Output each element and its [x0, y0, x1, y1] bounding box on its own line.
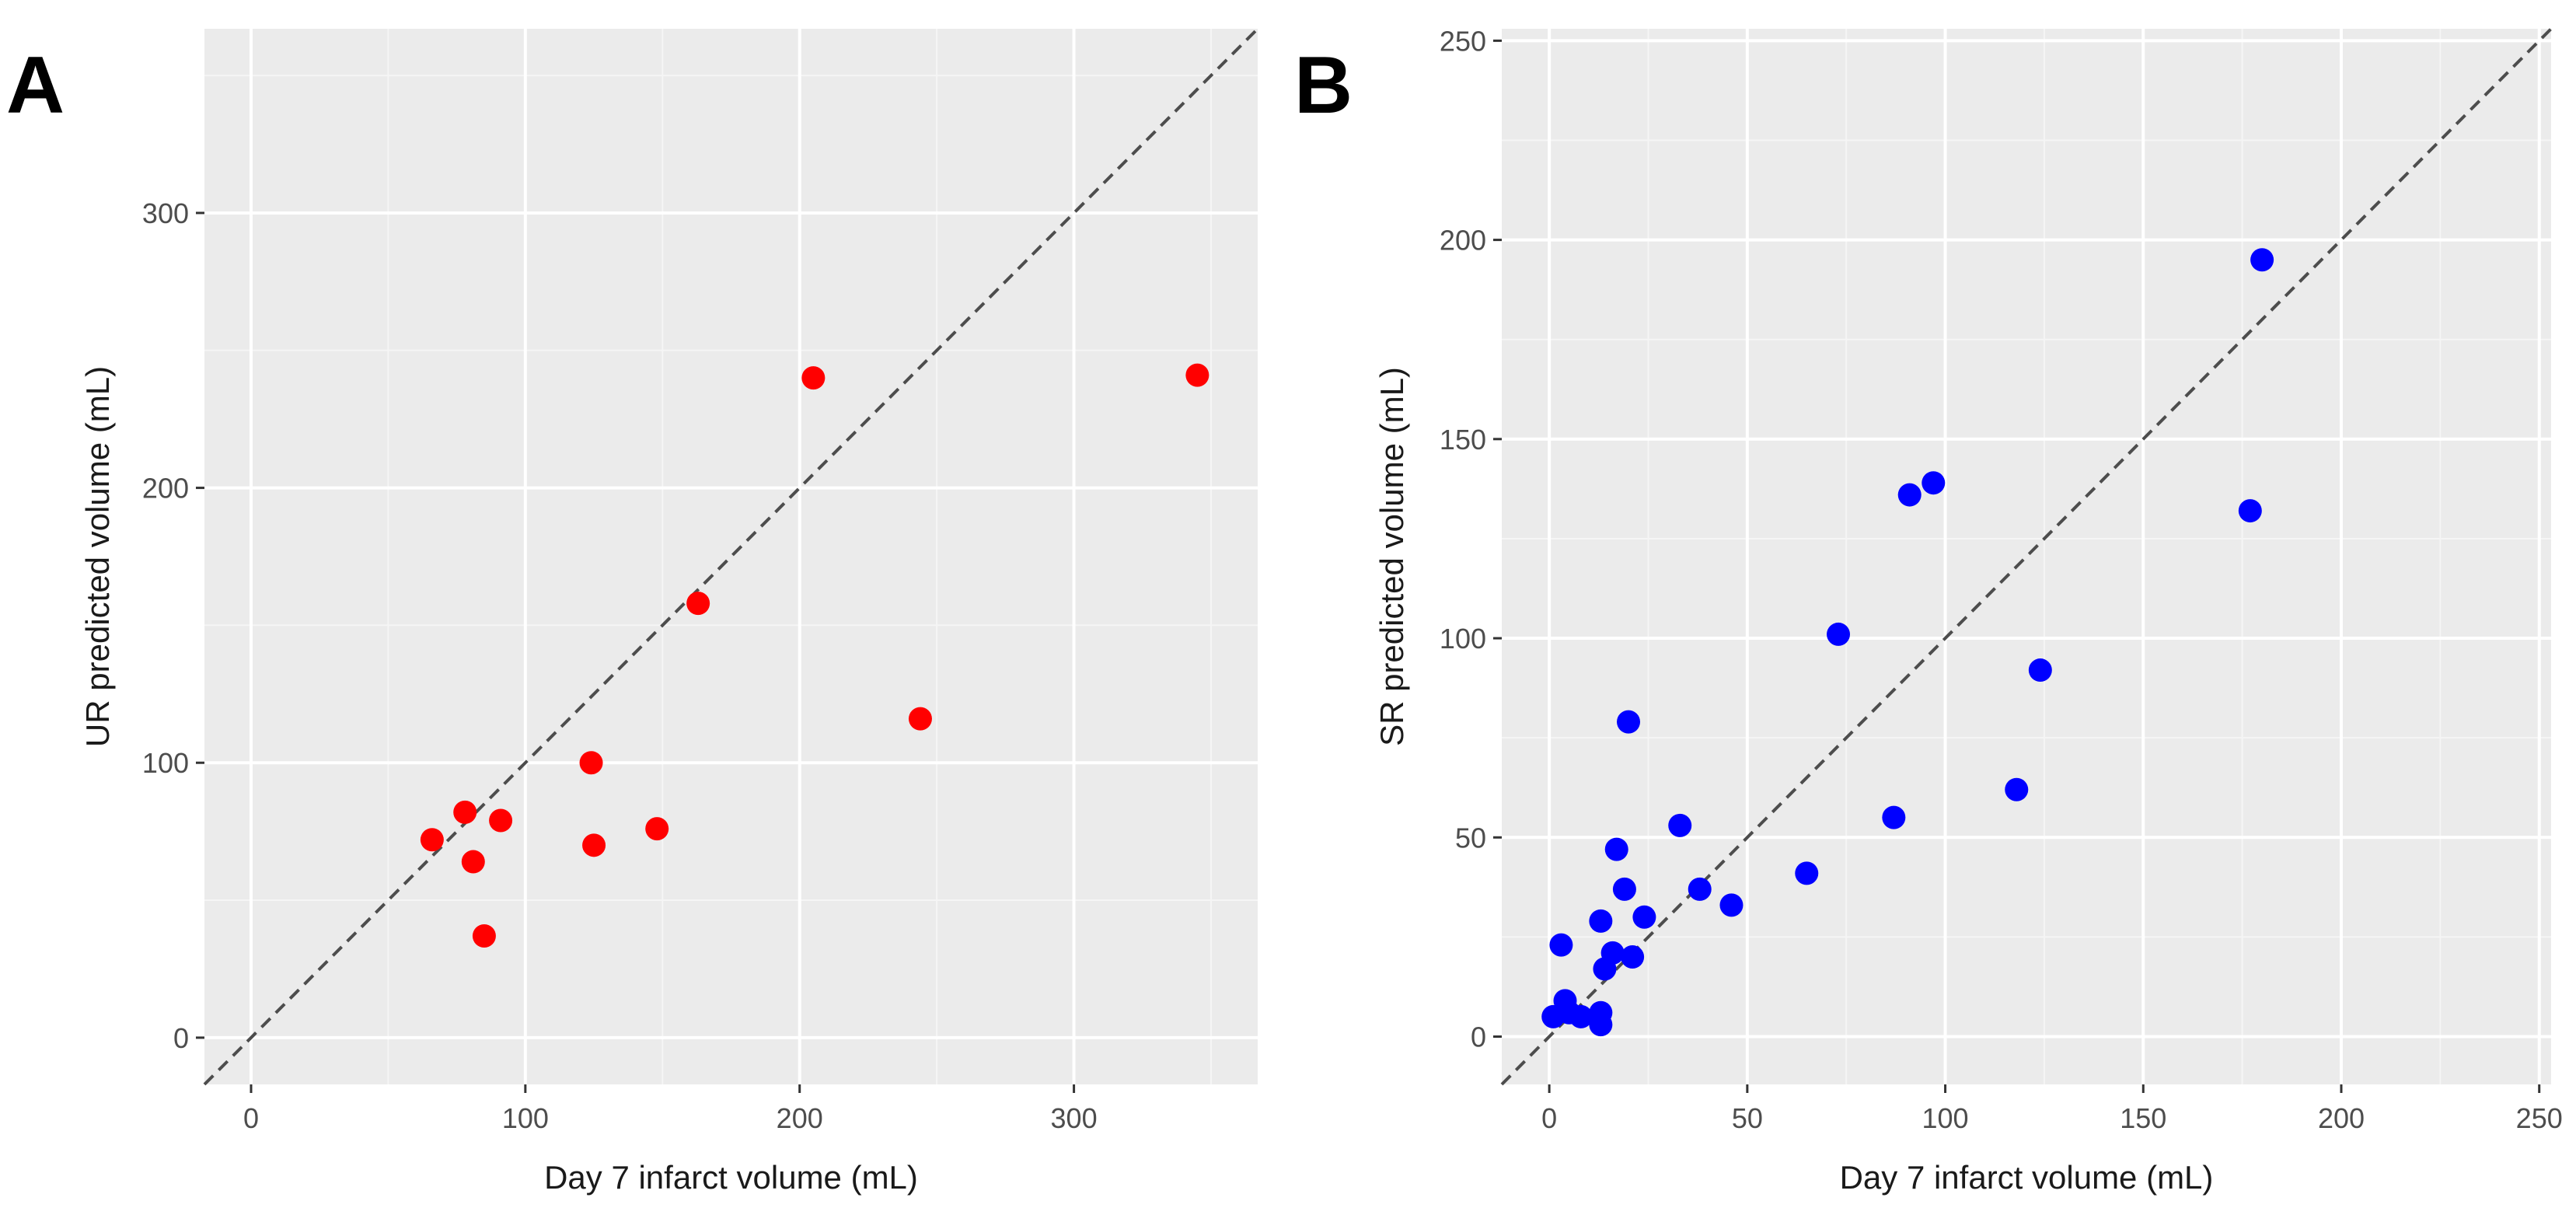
b-data-point: [1549, 933, 1573, 957]
b-data-point: [2005, 777, 2029, 801]
b-data-point: [1612, 877, 1636, 901]
b-x-axis-title: Day 7 infarct volume (mL): [1840, 1159, 2214, 1196]
b-x-tick-label: 50: [1732, 1102, 1763, 1134]
b-data-point: [1719, 893, 1744, 917]
panel-b: 0 50 100 150 200 250 0 50 100 150 200 250 Day 7 infa…: [1294, 25, 2563, 1196]
a-x-tick-label: 100: [502, 1102, 549, 1134]
b-data-point: [1897, 483, 1922, 507]
a-data-point: [582, 833, 606, 857]
b-data-point: [1604, 837, 1628, 861]
b-data-point: [1922, 471, 1946, 495]
a-data-point: [801, 366, 826, 390]
b-x-tick-label: 250: [2516, 1102, 2563, 1134]
b-data-point: [1688, 877, 1712, 901]
b-data-point: [2238, 499, 2262, 523]
b-x-tick-label: 200: [2318, 1102, 2365, 1134]
a-x-tick-label: 300: [1051, 1102, 1098, 1134]
a-data-point: [461, 850, 485, 874]
a-x-tick-label: 0: [243, 1102, 259, 1134]
a-y-tick-label: 300: [142, 197, 189, 229]
b-data-point: [1632, 905, 1656, 929]
b-y-tick-label: 50: [1455, 822, 1486, 854]
b-data-point: [1621, 945, 1645, 969]
b-data-point: [2250, 248, 2274, 272]
a-data-point: [1185, 363, 1209, 387]
a-data-point: [908, 707, 932, 731]
b-data-point: [1589, 909, 1613, 933]
b-data-point: [2028, 658, 2052, 683]
a-y-tick-label: 100: [142, 747, 189, 779]
b-data-point: [1569, 1004, 1593, 1028]
b-y-tick-label: 0: [1471, 1021, 1486, 1053]
a-y-axis-title: UR predicted volume (mL): [79, 366, 116, 747]
b-x-tick-label: 100: [1922, 1102, 1969, 1134]
b-y-tick-label: 250: [1440, 25, 1486, 57]
a-y-tick-label: 200: [142, 473, 189, 505]
b-data-point: [1589, 1000, 1613, 1025]
b-data-point: [1600, 941, 1625, 965]
a-x-tick-label: 200: [777, 1102, 823, 1134]
a-data-point: [472, 924, 496, 948]
a-data-point: [489, 808, 513, 833]
a-data-point: [420, 828, 444, 852]
panel-a: 0 100 200 300 0 100 200 300 Day 7 infarct volume…: [6, 27, 1259, 1196]
a-data-point: [579, 751, 603, 775]
b-data-point: [1827, 622, 1851, 646]
b-panel-label: B: [1294, 40, 1353, 131]
a-y-tick-label: 0: [173, 1022, 189, 1054]
a-x-axis-title: Day 7 infarct volume (mL): [544, 1159, 918, 1196]
b-data-point: [1617, 710, 1641, 734]
b-data-point: [1882, 805, 1906, 829]
a-panel-label: A: [6, 40, 65, 131]
a-data-point: [645, 817, 669, 841]
b-y-tick-label: 200: [1440, 225, 1486, 257]
b-x-tick-label: 0: [1541, 1102, 1557, 1134]
b-data-point: [1795, 861, 1819, 885]
b-identity-line: [1500, 27, 2553, 1086]
a-data-point: [686, 592, 710, 616]
b-y-axis-title: SR predicted volume (mL): [1374, 367, 1410, 746]
b-y-tick-label: 100: [1440, 623, 1486, 655]
b-y-tick-label: 150: [1440, 424, 1486, 456]
a-data-point: [453, 800, 477, 824]
b-data-point: [1668, 813, 1692, 837]
b-x-tick-label: 150: [2120, 1102, 2166, 1134]
a-identity-line: [203, 27, 1259, 1086]
